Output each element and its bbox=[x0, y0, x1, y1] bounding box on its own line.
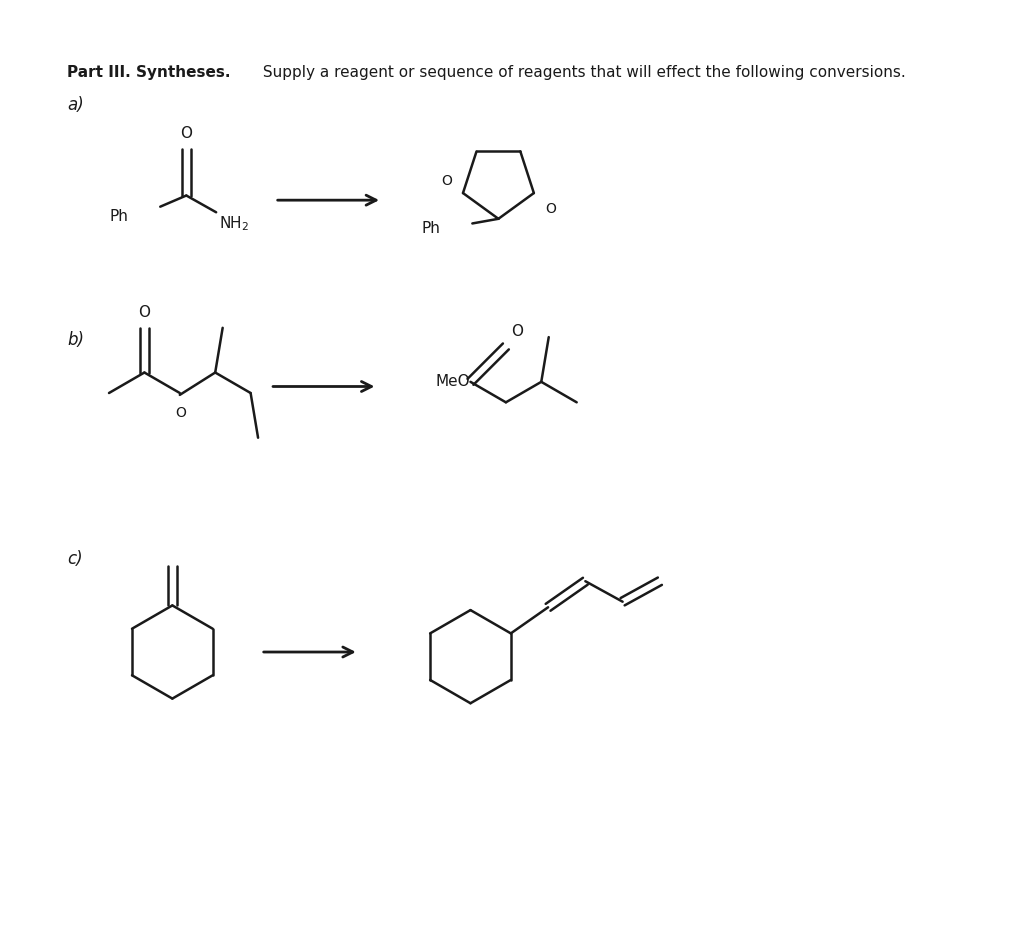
Text: O: O bbox=[180, 126, 193, 142]
Text: Supply a reagent or sequence of reagents that will effect the following conversi: Supply a reagent or sequence of reagents… bbox=[258, 66, 906, 80]
Text: O: O bbox=[511, 324, 523, 339]
Text: O: O bbox=[138, 305, 151, 320]
Text: O: O bbox=[175, 406, 186, 420]
Text: O: O bbox=[545, 202, 556, 217]
Text: c): c) bbox=[68, 549, 83, 567]
Text: Part III. Syntheses.: Part III. Syntheses. bbox=[68, 66, 230, 80]
Text: O: O bbox=[441, 175, 452, 188]
Text: b): b) bbox=[68, 331, 84, 349]
Text: Ph: Ph bbox=[110, 208, 129, 223]
Text: a): a) bbox=[68, 96, 84, 114]
Text: Ph: Ph bbox=[422, 220, 440, 236]
Text: MeO: MeO bbox=[436, 374, 470, 390]
Text: NH$_2$: NH$_2$ bbox=[219, 214, 249, 233]
